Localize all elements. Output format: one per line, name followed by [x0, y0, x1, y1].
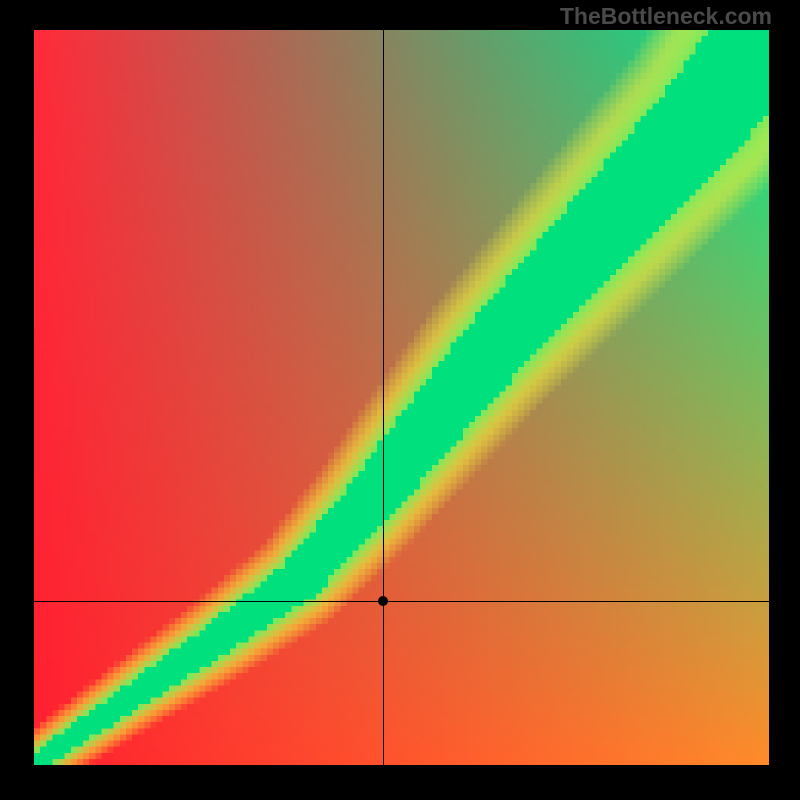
bottleneck-heatmap — [34, 30, 769, 765]
chart-container: TheBottleneck.com — [0, 0, 800, 800]
watermark-text: TheBottleneck.com — [560, 3, 772, 30]
crosshair-horizontal — [34, 601, 769, 602]
crosshair-vertical — [383, 30, 384, 765]
